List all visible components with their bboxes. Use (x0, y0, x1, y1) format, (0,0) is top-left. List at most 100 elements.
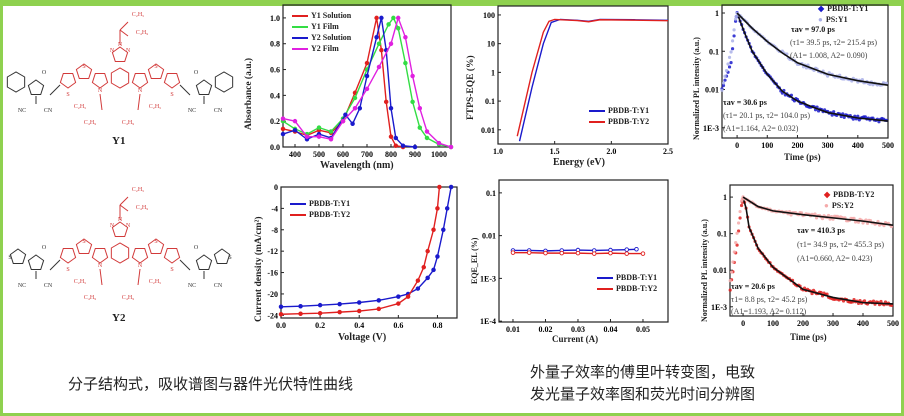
annotation: (τ1= 34.9 ps, τ2= 455.3 ps) (797, 240, 884, 249)
data-point (389, 106, 393, 110)
data-point (293, 119, 297, 123)
data-point (726, 62, 729, 65)
y-tick-label: 1E-3 (480, 274, 496, 283)
abs-legend: Y1 Solution Y1 Film Y2 Solution Y2 Film (292, 10, 351, 54)
data-point (344, 113, 348, 117)
data-point (338, 310, 342, 314)
annotation: (A1=1.193, A2= 0.112) (731, 307, 806, 316)
data-point (411, 100, 415, 104)
data-point (735, 232, 738, 235)
legend-entry: Y1 Film (311, 21, 339, 32)
pl2-xlabel: Time (ps) (790, 332, 827, 342)
data-point (723, 75, 726, 78)
pl2-ylabel: Normalized PL intensity (a.u.) (700, 219, 709, 322)
data-point (560, 251, 564, 255)
data-point (377, 307, 381, 311)
y-tick-label: 0 (274, 183, 278, 192)
abs-ylabel: Absorbance (a.u.) (244, 58, 254, 130)
data-point (377, 65, 381, 69)
data-point (377, 42, 381, 46)
data-point (384, 100, 388, 104)
legend-entry: Y2 Solution (311, 32, 351, 43)
data-point (413, 145, 417, 149)
data-point (731, 260, 734, 263)
legend-entry: PS:Y2 (832, 200, 854, 211)
data-point (396, 26, 400, 30)
x-tick-label: 300 (827, 319, 839, 328)
y-tick-label: 0.01 (481, 126, 495, 135)
data-point (281, 127, 285, 131)
data-point (449, 145, 453, 149)
legend-entry: Y2 Film (311, 43, 339, 54)
data-point (729, 61, 732, 64)
y-tick-label: -20 (267, 290, 278, 299)
data-point (425, 130, 429, 134)
x-tick-label: 0.02 (538, 325, 552, 334)
data-point (299, 312, 303, 316)
caption-left: 分子结构式，吸收谱图与器件光伏特性曲线 (68, 373, 353, 394)
data-point (293, 128, 297, 132)
x-tick-label: 600 (337, 150, 349, 159)
data-point (438, 185, 442, 189)
x-tick-label: 400 (289, 150, 301, 159)
data-point (418, 126, 422, 130)
eqe-legend: PBDB-T:Y1 PBDB-T:Y2 (597, 272, 657, 294)
data-point (734, 241, 737, 244)
data-point (635, 247, 639, 251)
y-tick-label: -8 (271, 226, 278, 235)
y-tick-label: 1 (715, 9, 719, 18)
data-point (404, 35, 408, 39)
data-point (527, 251, 531, 255)
legend-entry: PBDB-T:Y1 (616, 272, 657, 283)
data-point (401, 144, 405, 148)
data-point (317, 126, 321, 130)
data-point (609, 251, 613, 255)
data-point (432, 268, 436, 272)
legend-entry: PBDB-T:Y2 (833, 189, 874, 200)
data-point (389, 135, 393, 139)
x-tick-label: 0.05 (636, 325, 650, 334)
y-tick-label: 1.0 (270, 14, 280, 23)
data-point (576, 251, 580, 255)
data-point (353, 106, 357, 110)
x-tick-label: 2.0 (606, 147, 616, 156)
data-point (387, 23, 391, 27)
charts: 400 500 600 700 800 900 10000.00.20.40.60.81.0… (0, 0, 904, 416)
x-tick-label: 0.01 (506, 325, 520, 334)
x-tick-label: 800 (385, 150, 397, 159)
data-point (641, 252, 645, 256)
x-tick-label: 200 (797, 319, 809, 328)
x-tick-label: 1000 (431, 150, 447, 159)
legend-entry: PBDB-T:Y1 (608, 105, 649, 116)
y-tick-label: 1 (491, 68, 495, 77)
y-tick-label: -16 (267, 269, 278, 278)
series-line-PBDB-T:Y1 (513, 249, 637, 251)
x-tick-label: 1.5 (550, 147, 560, 156)
data-point (392, 16, 396, 20)
data-point (720, 89, 723, 92)
x-tick-label: 300 (822, 141, 834, 150)
data-point (377, 299, 381, 303)
data-point (317, 135, 321, 139)
x-tick-label: 0.04 (603, 325, 617, 334)
annotation: (τ1= 20.1 ps, τ2= 104.0 ps) (723, 111, 810, 120)
abs-xlabel: Wavelength (nm) (320, 160, 394, 171)
data-point (416, 279, 420, 283)
data-point (625, 252, 629, 256)
data-point (436, 255, 440, 259)
legend-entry: PBDB-T:Y1 (827, 3, 868, 14)
data-point (731, 39, 734, 42)
jv-ylabel: Current density (mA/cm²) (254, 216, 264, 322)
annotation: τav = 97.0 ps (791, 25, 835, 34)
annotation: (τ1= 39.5 ps, τ2= 215.4 ps) (790, 38, 877, 47)
x-tick-label: 0 (741, 319, 745, 328)
annotation: (A1=0.660, A2= 0.423) (797, 254, 872, 263)
data-point (732, 28, 735, 31)
legend-entry: PBDB-T:Y2 (309, 209, 350, 220)
data-point (738, 210, 741, 213)
x-tick-label: 0.03 (571, 325, 585, 334)
data-point (449, 185, 453, 189)
data-point (365, 61, 369, 65)
data-point (357, 309, 361, 313)
y-tick-label: 1E-4 (480, 317, 496, 326)
